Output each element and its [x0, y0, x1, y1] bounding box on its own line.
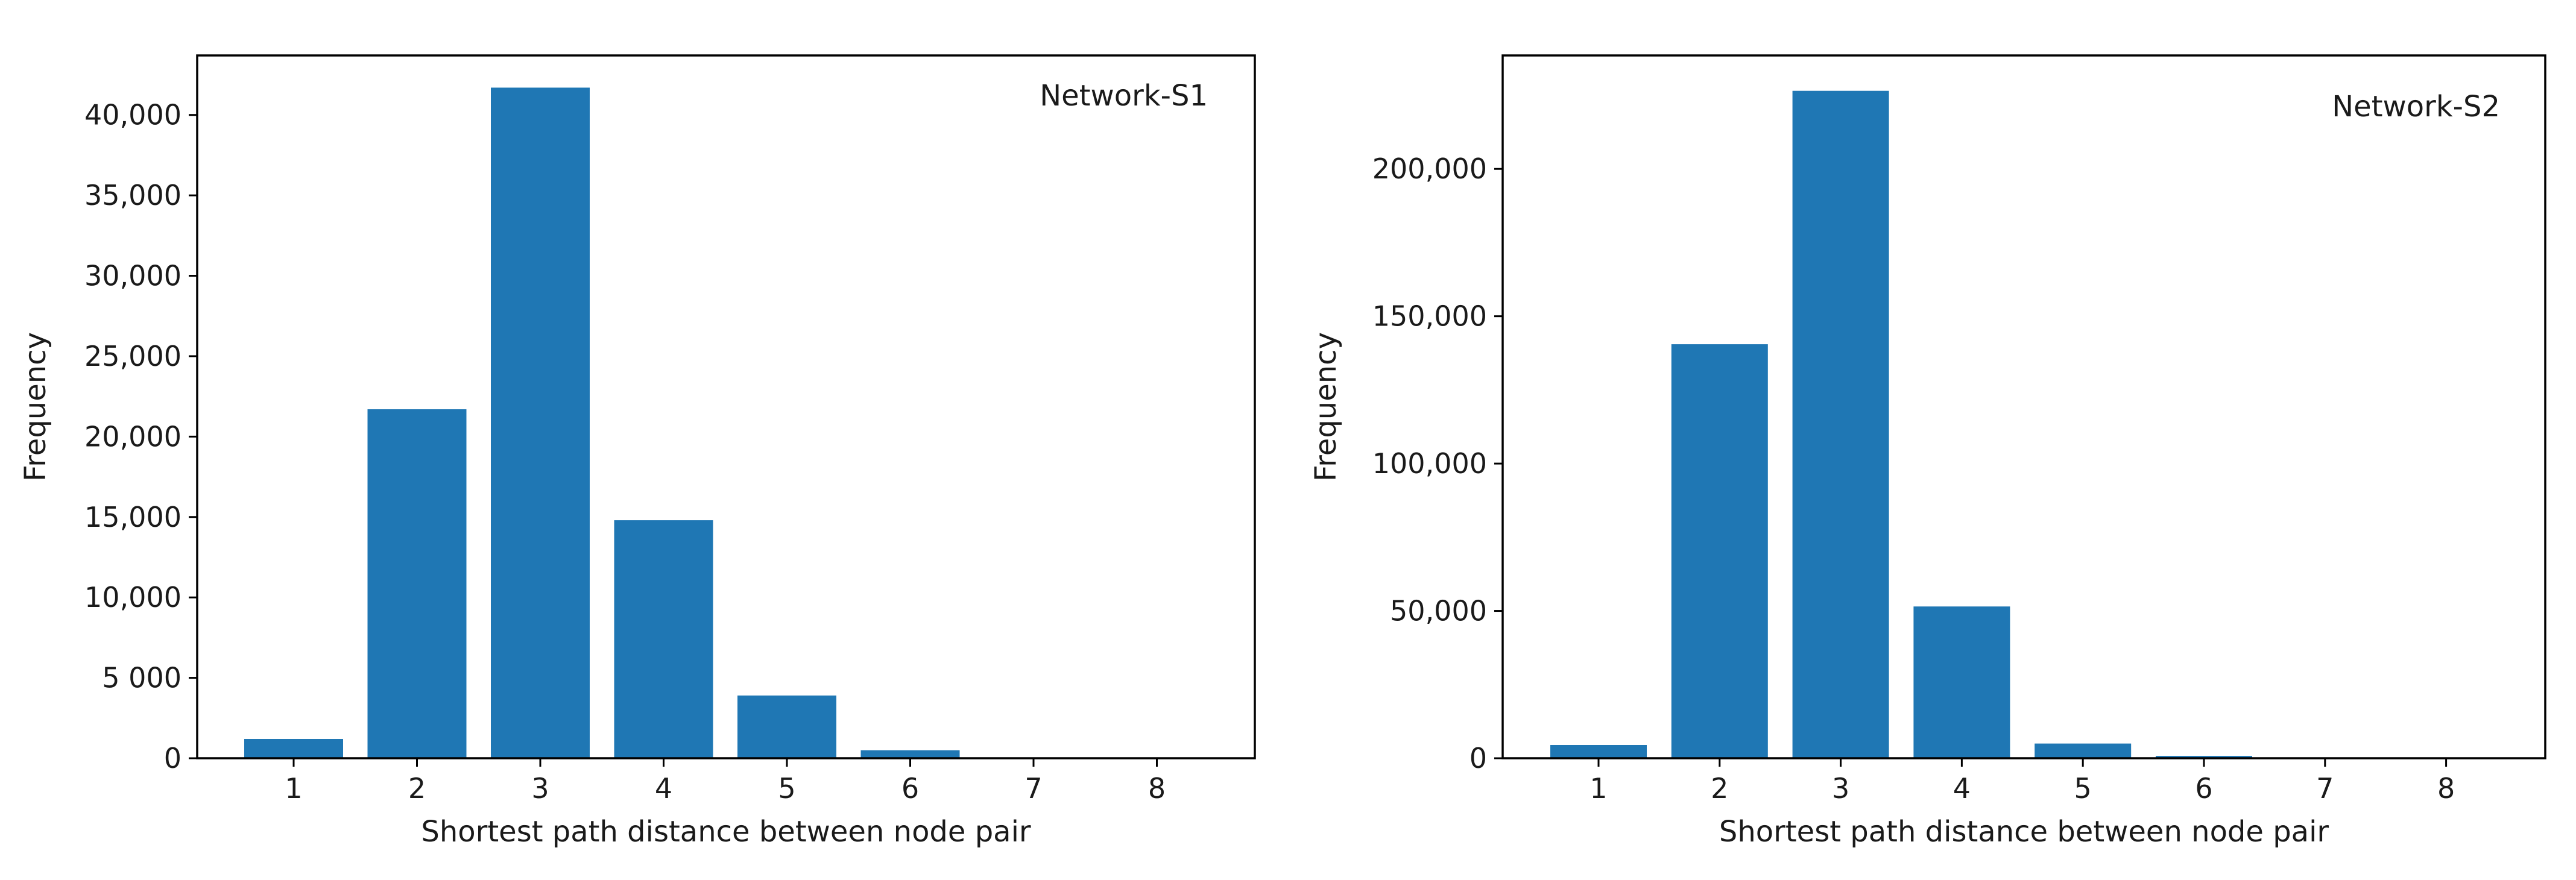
bar-5 — [2035, 743, 2132, 758]
y-tick-label: 30,000 — [84, 260, 182, 292]
plot-frame — [1501, 54, 2546, 759]
bar-5 — [737, 695, 836, 758]
y-tick-label: 20,000 — [84, 420, 182, 453]
x-tick-label: 4 — [655, 772, 672, 805]
x-tick-label: 7 — [2316, 772, 2334, 805]
chart-panel-1: 1 2 3 4 5 6 7 8 0 5 000 10,000 15,000 20,000 25,000 30… — [19, 54, 1256, 849]
x-tick-label: 3 — [1832, 772, 1849, 805]
x-tick-label: 1 — [1589, 772, 1607, 805]
bar-2 — [1671, 344, 1768, 758]
x-axis-title: Shortest path distance between node pair — [1719, 815, 2329, 849]
x-tick-label: 1 — [285, 772, 302, 805]
bar-2 — [367, 409, 467, 758]
bar-3 — [491, 87, 590, 758]
y-tick-label: 5 000 — [102, 662, 182, 694]
network-label: Network-S2 — [2332, 90, 2500, 124]
bar-4 — [1913, 606, 2010, 758]
y-tick-label: 35,000 — [84, 179, 182, 212]
network-label: Network-S1 — [1040, 79, 1208, 113]
y-tick-label: 200,000 — [1372, 152, 1487, 185]
chart-panel-2: 1 2 3 4 5 6 7 8 0 50,000 100,000 150,000 200,000 Shor… — [1309, 54, 2546, 849]
x-tick-label: 6 — [901, 772, 919, 805]
x-tick-label: 5 — [778, 772, 795, 805]
x-tick-label: 6 — [2195, 772, 2212, 805]
x-tick-label: 8 — [2437, 772, 2455, 805]
y-tick-label: 100,000 — [1372, 447, 1487, 480]
y-tick-label: 150,000 — [1372, 300, 1487, 333]
bar-1 — [244, 739, 343, 758]
y-tick-label: 10,000 — [84, 581, 182, 614]
y-tick-label: 25,000 — [84, 340, 182, 372]
bar-6 — [2156, 756, 2252, 758]
x-tick-label: 5 — [2074, 772, 2092, 805]
bar-4 — [614, 520, 713, 758]
x-axis-title: Shortest path distance between node pair — [421, 815, 1031, 849]
y-tick-label: 0 — [1470, 742, 1487, 775]
y-tick-label: 50,000 — [1390, 595, 1487, 627]
bar-1 — [1550, 745, 1647, 758]
plot-frame — [196, 54, 1256, 759]
y-tick-label: 40,000 — [84, 99, 182, 131]
x-tick-label: 2 — [408, 772, 426, 805]
x-tick-label: 2 — [1711, 772, 1728, 805]
y-tick-label: 15,000 — [84, 501, 182, 533]
x-tick-label: 3 — [531, 772, 549, 805]
y-axis-title: Frequency — [1309, 332, 1343, 482]
x-tick-label: 8 — [1148, 772, 1166, 805]
bar-3 — [1792, 90, 1889, 759]
y-axis-title: Frequency — [19, 332, 52, 482]
bar-6 — [860, 750, 960, 758]
x-tick-label: 4 — [1953, 772, 1971, 805]
x-tick-label: 7 — [1024, 772, 1042, 805]
y-tick-label: 0 — [164, 742, 182, 775]
